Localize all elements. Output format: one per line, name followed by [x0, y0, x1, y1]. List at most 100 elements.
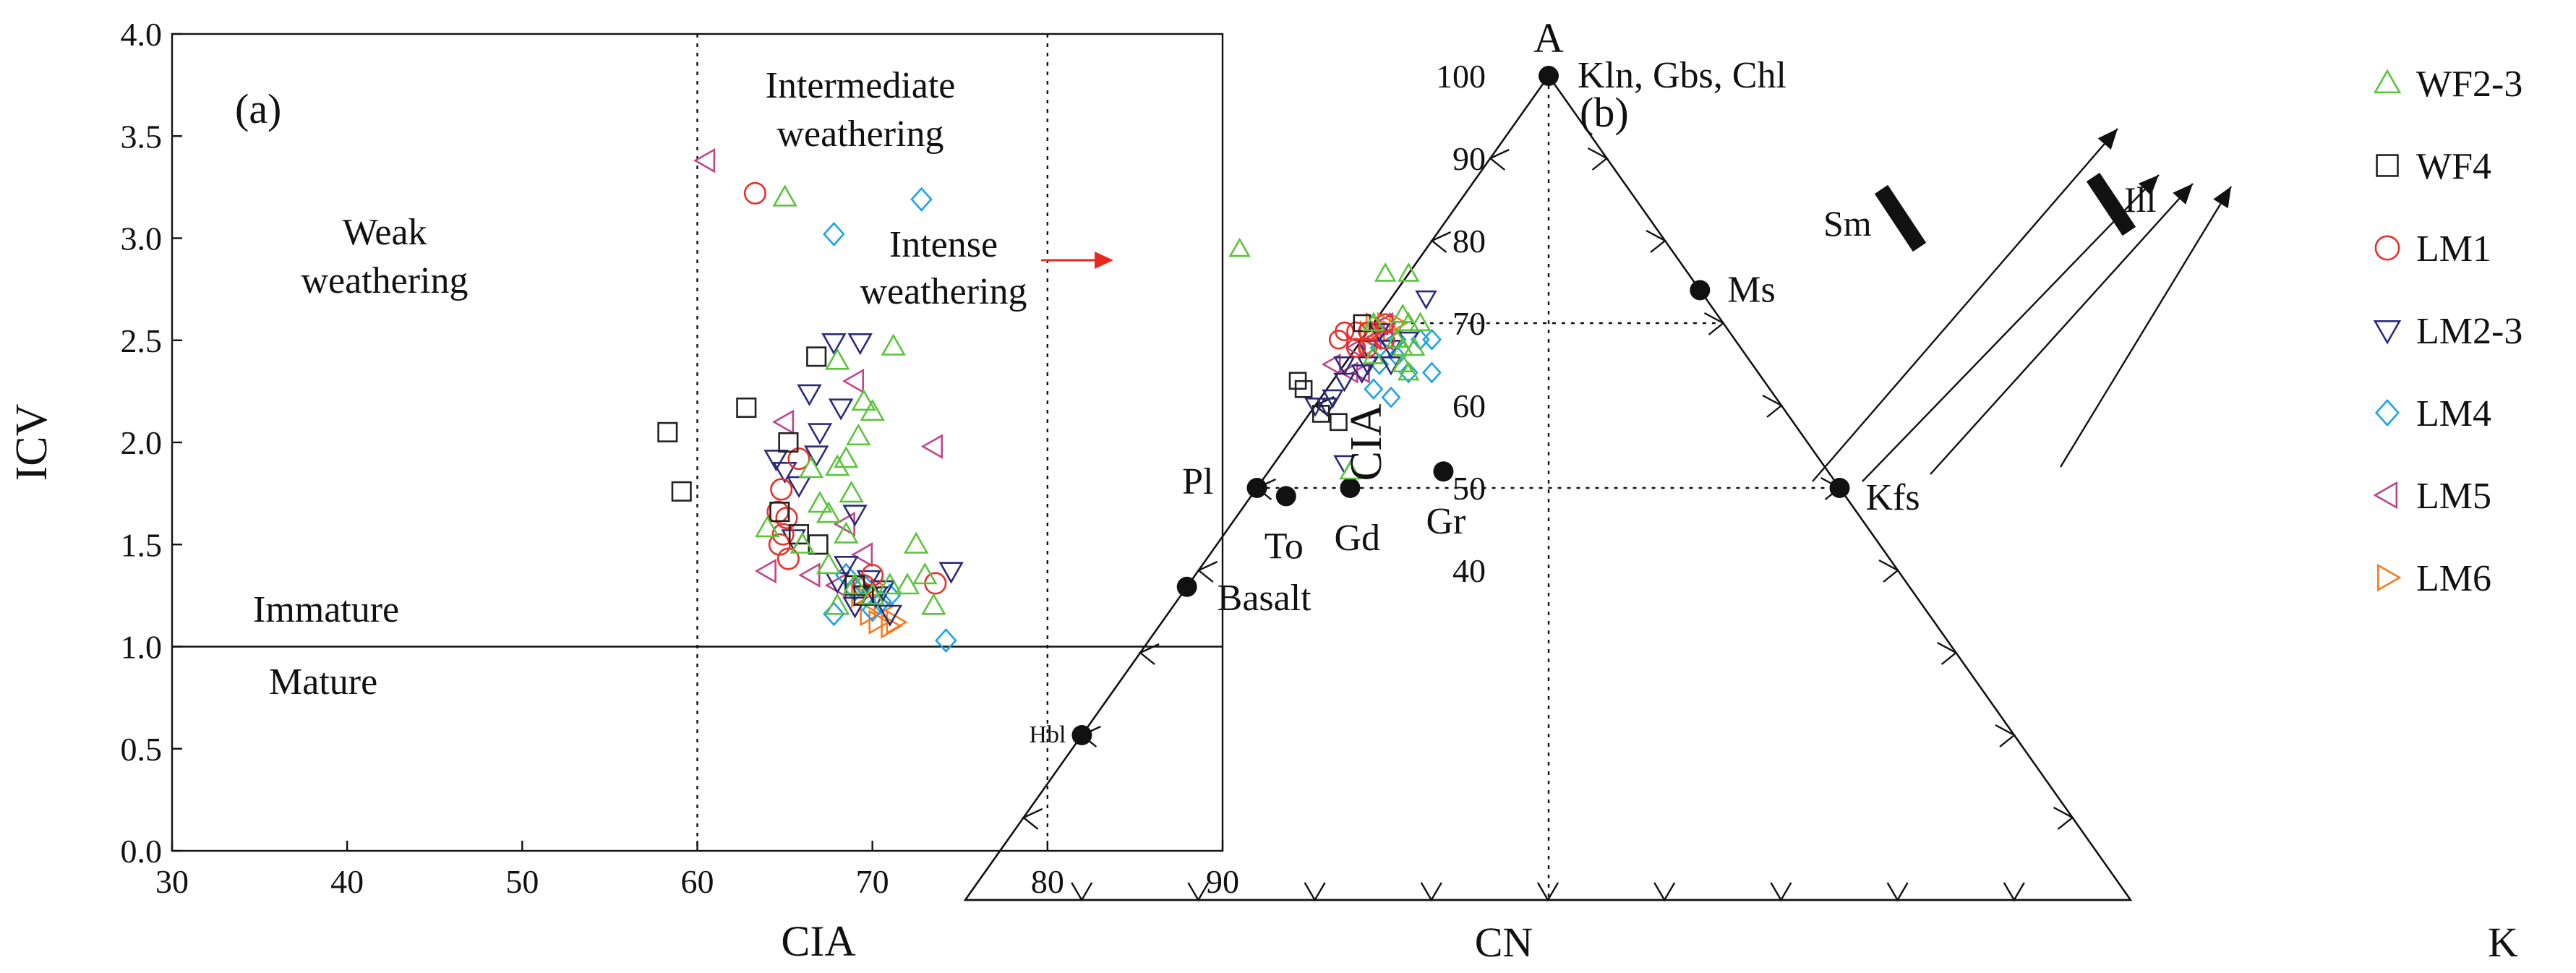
data-point-lm4 [910, 187, 933, 212]
data-point-lm1 [1346, 338, 1366, 358]
data-point-lm2-3 [863, 586, 889, 609]
legend-label-lm2-3: LM2-3 [2416, 311, 2522, 352]
sm-trend-bar [1874, 184, 1927, 252]
mineral-label: Kln, Gbs, Chl [1578, 55, 1786, 96]
data-point-lm4 [870, 589, 893, 614]
data-point-lm5 [693, 147, 716, 173]
x-tick-label: 60 [681, 863, 714, 900]
data-point-wf4 [1311, 405, 1330, 423]
panel-b-cia-ticks: 100 90 80 70 60 50 40 [1436, 58, 1486, 589]
zone-label-mature: Mature [269, 661, 377, 703]
data-point-lm4 [935, 628, 957, 653]
ternary-edge-ticks [1022, 147, 2074, 902]
trend-arrow-line [1862, 174, 2160, 482]
x-tick-label: 50 [505, 863, 539, 900]
mineral-point [1829, 478, 1850, 498]
base-edge-tick [1304, 882, 1326, 902]
data-point-lm6 [1389, 312, 1408, 335]
data-point-lm2-3 [772, 461, 797, 484]
zone-label-intermediate-line2: weathering [776, 113, 943, 155]
data-point-wf2-3 [755, 515, 780, 538]
data-point-lm2-3 [803, 445, 829, 468]
data-point-lm2-3 [1316, 397, 1338, 417]
data-point-wf2-3 [1391, 303, 1414, 323]
y-tick-label: 1.5 [121, 526, 163, 563]
mineral-point [1340, 478, 1361, 498]
zone-label-weak-line2: weathering [301, 260, 468, 301]
x-tick-label: 90 [1206, 863, 1239, 900]
data-point-wf2-3 [1397, 361, 1420, 381]
y-tick-label: 2.0 [121, 424, 163, 461]
data-point-wf2-3 [824, 593, 850, 615]
left-edge-tick [1022, 807, 1043, 830]
data-point-lm1 [852, 574, 876, 597]
data-point-wf2-3 [798, 456, 824, 479]
legend-marker-wf4 [2376, 154, 2399, 177]
data-point-lm1 [770, 478, 793, 501]
data-point-lm1 [775, 506, 798, 530]
zone-label-immature: Immature [253, 589, 399, 630]
data-point-lm5 [842, 369, 864, 394]
y-tick-label: 3.5 [121, 118, 163, 155]
panel-a-y-ticks: 0.0 0.5 1.0 1.5 2.0 2.5 3.0 3.5 4.0 [121, 16, 182, 870]
data-point-lm1 [743, 181, 766, 205]
data-point-wf2-3 [1398, 262, 1420, 282]
x-tick-label: 40 [330, 863, 364, 900]
panel-a-data-points [657, 147, 964, 653]
zone-label-weak-line1: Weak [342, 212, 427, 253]
data-point-lm5 [920, 434, 943, 459]
intense-weathering-arrow [1041, 252, 1113, 269]
data-point-lm4 [823, 221, 845, 247]
data-point-lm6 [886, 609, 908, 635]
vertex-label-cn: CN [1475, 919, 1533, 966]
mineral-label: Ms [1727, 269, 1775, 310]
data-point-wf2-3 [1403, 336, 1426, 356]
legend-label-lm4: LM4 [2416, 393, 2491, 434]
data-point-lm5 [754, 558, 776, 584]
data-point-lm1 [1328, 330, 1349, 350]
data-point-wf2-3 [1339, 460, 1361, 480]
trend-label-sm: Sm [1823, 203, 1872, 244]
data-point-wf2-3 [851, 388, 876, 411]
data-point-wf2-3 [772, 184, 797, 207]
y-tick-label: 4.0 [121, 16, 163, 53]
legend-label-wf4: WF4 [2416, 146, 2491, 187]
data-point-wf2-3 [834, 521, 859, 544]
data-point-wf4 [1294, 380, 1313, 398]
base-edge-tick [1187, 882, 1210, 902]
x-tick-label: 80 [1031, 863, 1064, 900]
trend-arrow-head [2097, 129, 2118, 150]
data-point-lm5 [798, 562, 821, 588]
base-edge-tick [1770, 882, 1792, 902]
mineral-label: To [1265, 526, 1304, 567]
zone-label-intense-line1: Intense [889, 224, 998, 265]
x-tick-label: 30 [155, 863, 189, 900]
trend-arrow-head [2213, 187, 2231, 209]
trend-arrow-line [1930, 183, 2194, 475]
data-point-wf4 [788, 524, 810, 545]
data-point-lm2-3 [1351, 364, 1373, 385]
data-point-wf2-3 [790, 531, 816, 554]
data-point-lm1 [787, 447, 810, 471]
data-point-wf2-3 [839, 480, 864, 503]
right-edge-tick [1936, 641, 1958, 665]
data-point-lm2-3 [1333, 372, 1356, 393]
data-point-lm2-3 [847, 333, 873, 356]
right-edge-tick [1646, 229, 1667, 253]
trend-label-ill: Ill [2124, 179, 2156, 220]
legend: WF2-3 WF4 LM1 LM2-3 LM4 LM5 LM6 [2373, 64, 2522, 599]
legend-marker-lm2-3 [2373, 320, 2402, 345]
panel-b: 100 90 80 70 60 50 40 Kln, Gbs, Chl Ms Kfs Pl Hbl B… [963, 14, 2522, 966]
right-edge-tick [1762, 394, 1784, 418]
data-point-lm2-3 [821, 333, 847, 356]
data-point-lm2-3 [842, 505, 868, 527]
data-point-lm5 [850, 542, 873, 567]
data-point-wf2-3 [1228, 237, 1251, 257]
panel-a-reference-lines [172, 34, 1223, 851]
legend-label-lm1: LM1 [2416, 228, 2491, 270]
mineral-label: Basalt [1218, 578, 1312, 619]
cia-tick-label: 80 [1452, 223, 1486, 260]
data-point-wf4 [657, 421, 678, 442]
base-edge-tick [1420, 882, 1442, 902]
ill-trend-bar [2086, 172, 2136, 236]
